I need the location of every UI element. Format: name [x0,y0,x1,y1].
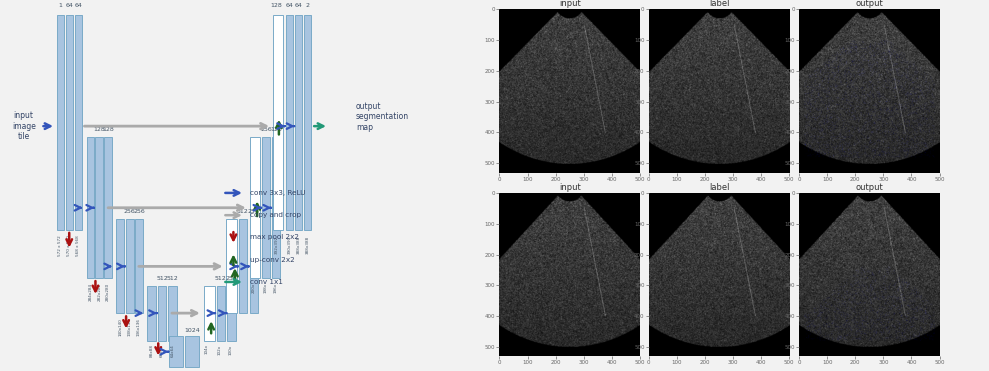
Text: 512: 512 [166,276,178,282]
Text: 138x138: 138x138 [128,318,132,336]
Text: 102x: 102x [218,344,222,355]
Bar [75,15,82,230]
Bar [250,137,259,278]
Title: output: output [855,0,883,9]
Bar [87,137,94,278]
Text: 388x388: 388x388 [297,236,301,254]
Text: conv 1x1: conv 1x1 [250,279,283,285]
Text: output
segmentation
map: output segmentation map [356,102,409,132]
Text: 390x390: 390x390 [288,236,292,254]
Text: 28x28: 28x28 [190,370,195,371]
Text: 128: 128 [271,3,283,8]
Bar [169,336,183,367]
Text: 2: 2 [306,3,310,8]
Bar [295,15,303,230]
Text: 198x: 198x [264,283,268,293]
Title: output: output [855,183,883,192]
Text: 284x284: 284x284 [88,283,92,301]
Text: conv 3x3, ReLU: conv 3x3, ReLU [250,190,305,196]
Text: up-conv 2x2: up-conv 2x2 [250,257,295,263]
Text: 200x: 200x [251,283,255,293]
Text: 1024: 1024 [185,328,200,333]
Text: 104x: 104x [205,344,209,354]
Bar [57,15,63,230]
Text: 256: 256 [225,276,237,282]
Text: 282x282: 282x282 [97,283,101,301]
Text: 512: 512 [237,209,249,214]
Bar [147,286,156,341]
Text: 128: 128 [270,127,282,132]
Text: 280x280: 280x280 [106,283,110,301]
Text: 256: 256 [248,209,260,214]
Text: 570 x 570: 570 x 570 [67,236,71,256]
Text: 100x: 100x [228,344,232,355]
Bar [65,15,73,230]
Title: label: label [709,183,729,192]
Title: input: input [559,0,581,9]
Text: 512: 512 [215,276,226,282]
Text: 568 x 568: 568 x 568 [76,236,80,256]
Text: 512: 512 [156,276,168,282]
Text: 64: 64 [74,3,82,8]
Bar [126,219,134,313]
Text: copy and crop: copy and crop [250,212,301,218]
Bar [105,137,112,278]
Text: 256: 256 [124,209,135,214]
Text: 128: 128 [93,127,105,132]
Text: 30x30: 30x30 [174,370,178,371]
Title: label: label [709,0,729,9]
Text: 66x66: 66x66 [160,344,164,357]
Bar [250,219,258,313]
Text: 64: 64 [65,3,73,8]
Bar [168,286,177,341]
Title: input: input [559,183,581,192]
Text: 1: 1 [58,3,62,8]
Bar [239,219,247,313]
Text: 572 x 572: 572 x 572 [58,236,62,256]
Text: 256: 256 [260,127,272,132]
Bar [227,286,236,341]
Bar [305,15,312,230]
Bar [217,286,225,341]
Text: 64: 64 [286,3,294,8]
Bar [135,219,143,313]
Bar [273,15,283,230]
Text: 136x136: 136x136 [137,318,141,336]
Text: 128: 128 [102,127,114,132]
Text: 392x392: 392x392 [275,236,279,254]
Text: 256: 256 [134,209,145,214]
Text: 388x388: 388x388 [306,236,310,254]
Bar [272,137,280,278]
Bar [158,286,166,341]
Text: 64: 64 [295,3,303,8]
Bar [204,286,215,341]
Text: 88x88: 88x88 [149,344,153,357]
Bar [117,219,125,313]
Bar [186,336,200,367]
Bar [262,137,270,278]
Text: 140x140: 140x140 [119,318,123,336]
Text: 196x: 196x [274,283,278,293]
Bar [95,137,103,278]
Text: max pool 2x2: max pool 2x2 [250,234,299,240]
Bar [226,219,237,313]
Bar [286,15,293,230]
Text: input
image
tile: input image tile [12,111,36,141]
Text: 64x64: 64x64 [170,344,174,357]
